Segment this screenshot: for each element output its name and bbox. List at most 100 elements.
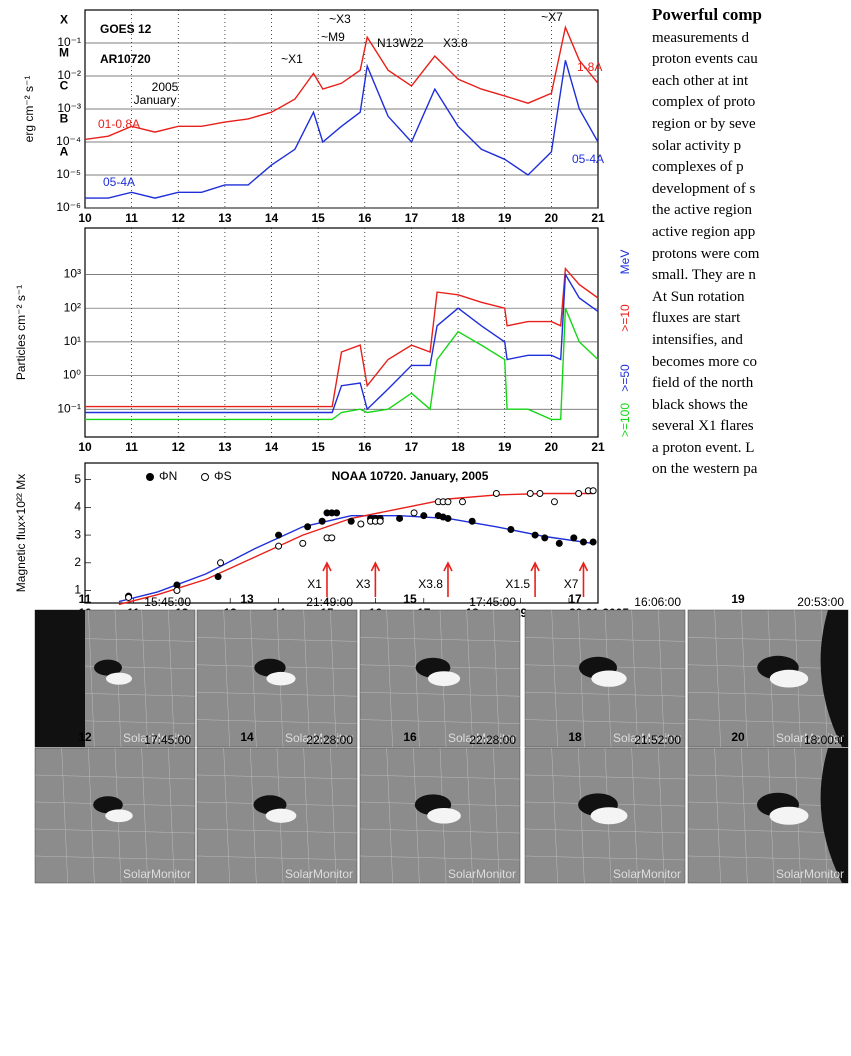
- text-line: solar activity p: [652, 137, 742, 154]
- coordinate-grid: [524, 719, 686, 724]
- text-line: on the western pa: [652, 461, 758, 478]
- coordinate-grid: [551, 609, 558, 748]
- y-tick-label: 10⁻⁴: [56, 134, 81, 148]
- annotation: January: [134, 93, 177, 107]
- coordinate-grid: [34, 855, 196, 861]
- data-point: [579, 538, 587, 546]
- coordinate-grid: [578, 609, 585, 748]
- text-line: protons were com: [652, 245, 760, 262]
- legend-label: ΦS: [214, 469, 232, 483]
- data-point: [458, 498, 466, 506]
- data-point: [570, 534, 578, 542]
- data-point: [589, 487, 597, 495]
- coordinate-grid: [141, 747, 148, 884]
- arrow-head: [370, 561, 381, 572]
- event-label: X1.5: [505, 577, 530, 591]
- y-tick-label: 10⁻¹: [57, 401, 81, 415]
- coordinate-grid: [196, 774, 358, 780]
- x-tick-label: 21: [591, 211, 605, 225]
- text-line: measurements d: [652, 29, 750, 46]
- x-tick-label: 15: [312, 440, 326, 454]
- watermark: SolarMonitor: [448, 867, 516, 881]
- coordinate-grid: [250, 747, 257, 884]
- coordinate-grid: [330, 747, 337, 884]
- y-tick-label: 4: [74, 500, 81, 514]
- x-tick-label: 20: [545, 211, 559, 225]
- positive-polarity: [591, 670, 627, 687]
- series-line: [85, 307, 599, 421]
- watermark: SolarMonitor: [285, 731, 353, 745]
- positive-polarity: [265, 808, 297, 823]
- series-label: 01-0.8A: [98, 117, 140, 131]
- magnetogram: 15 17:45:00 SolarMonitor: [359, 592, 521, 748]
- time-label: 21:52:00: [634, 733, 681, 747]
- data-point: [536, 489, 544, 497]
- coordinate-grid: [330, 609, 337, 748]
- data-point: [173, 587, 181, 595]
- x-tick-label: 12: [172, 211, 186, 225]
- x-tick-label: 14: [265, 440, 279, 454]
- coordinate-grid: [687, 774, 849, 780]
- text-line: black shows the: [652, 396, 748, 413]
- data-point: [531, 531, 539, 539]
- series-label: 05-4A: [103, 175, 135, 189]
- day-label: 12: [78, 730, 92, 744]
- chart: 10⁻⁶ 10⁻⁵ 10⁻⁴ 10⁻³ 10⁻² 10⁻¹ 10 11 12 13 14 15 16 17…: [22, 9, 605, 225]
- y-axis-label: Particles cm⁻² s⁻¹: [14, 285, 28, 380]
- coordinate-grid: [687, 828, 849, 834]
- text-line: proton events cau: [652, 51, 758, 68]
- x-tick-label: 14: [265, 211, 279, 225]
- y-tick-label: 5: [74, 472, 81, 486]
- annotation: 2005: [152, 80, 179, 94]
- text-line: field of the north: [652, 375, 754, 392]
- day-label: 19: [731, 592, 745, 606]
- coordinate-grid: [524, 691, 686, 697]
- y-tick-label: 10⁻⁶: [56, 200, 81, 214]
- watermark: SolarMonitor: [776, 731, 844, 745]
- annotation: ~X7: [541, 10, 563, 24]
- flare-class: C: [60, 79, 69, 93]
- text-line: small. They are n: [652, 267, 756, 284]
- day-label: 14: [240, 730, 254, 744]
- magnetogram: 13 21:49:00 SolarMonitor: [196, 592, 358, 748]
- legend-label: >=10: [618, 304, 632, 332]
- data-point: [468, 517, 476, 525]
- coordinate-grid: [386, 747, 393, 884]
- watermark: SolarMonitor: [448, 731, 516, 745]
- positive-polarity: [427, 671, 461, 687]
- off-disk: [820, 610, 848, 747]
- time-label: 21:49:00: [306, 595, 353, 609]
- time-label: 18:00:0: [804, 733, 844, 747]
- coordinate-grid: [658, 609, 665, 748]
- x-tick-label: 20: [545, 440, 559, 454]
- day-label: 18: [568, 730, 582, 744]
- coordinate-grid: [88, 747, 95, 884]
- magnetogram-image: [687, 609, 849, 748]
- off-disk: [820, 748, 848, 883]
- event-label: X1: [307, 577, 322, 591]
- annotation: AR10720: [100, 52, 151, 66]
- coordinate-grid: [631, 609, 638, 748]
- coordinate-grid: [466, 609, 473, 748]
- event-label: X7: [564, 577, 579, 591]
- coordinate-grid: [631, 747, 638, 884]
- magnetogram-image: [196, 747, 358, 884]
- coordinate-grid: [524, 637, 686, 642]
- day-label: 16: [403, 730, 417, 744]
- chart: 10⁻¹ 10⁰ 10¹ 10² 10³ 10 11 12 13 14 15 16 17 18 19 20 21…: [14, 227, 632, 454]
- x-tick-label: 10: [78, 211, 92, 225]
- data-point: [410, 509, 418, 517]
- series-line: [85, 60, 599, 199]
- data-point: [304, 523, 312, 531]
- data-point: [589, 538, 597, 546]
- data-point: [444, 514, 452, 522]
- flare-class: X: [60, 13, 68, 27]
- text-line: the active region: [652, 202, 752, 219]
- data-point: [507, 526, 515, 534]
- data-point: [555, 539, 563, 547]
- magnetogram: 17 16:06:00 SolarMonitor: [524, 592, 686, 748]
- positive-polarity: [106, 672, 132, 685]
- coordinate-grid: [223, 609, 230, 748]
- data-point: [396, 514, 404, 522]
